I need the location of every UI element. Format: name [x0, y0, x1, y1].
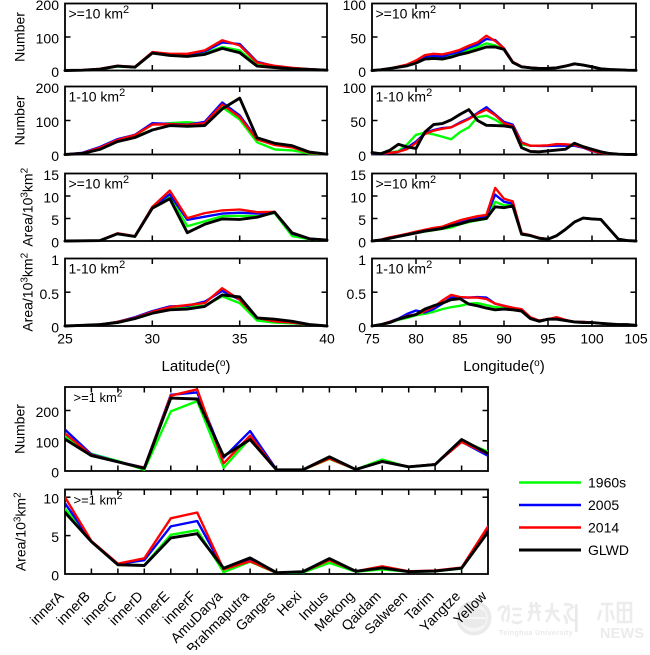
svg-text:95: 95 — [540, 331, 556, 347]
svg-text:>=10 km2: >=10 km2 — [69, 4, 130, 22]
svg-text:40: 40 — [319, 331, 335, 347]
svg-text:0: 0 — [358, 148, 366, 164]
svg-text:1-10 km2: 1-10 km2 — [376, 87, 433, 105]
svg-text:200: 200 — [36, 404, 60, 420]
svg-text:0: 0 — [358, 64, 366, 80]
svg-text:80: 80 — [408, 331, 424, 347]
svg-text:0: 0 — [51, 568, 59, 584]
svg-text:100: 100 — [343, 0, 367, 13]
svg-text:100: 100 — [343, 80, 367, 96]
svg-text:1960s: 1960s — [588, 475, 626, 491]
svg-text:200: 200 — [36, 80, 60, 96]
svg-text:Number: Number — [12, 95, 28, 145]
svg-text:0: 0 — [51, 235, 59, 251]
svg-text:100: 100 — [36, 114, 60, 130]
svg-text:75: 75 — [364, 331, 380, 347]
svg-text:1-10 km2: 1-10 km2 — [69, 87, 126, 105]
svg-text:50: 50 — [350, 114, 366, 130]
svg-text:10: 10 — [43, 491, 59, 507]
svg-text:25: 25 — [57, 331, 73, 347]
svg-text:100: 100 — [36, 31, 60, 47]
svg-text:100: 100 — [580, 331, 604, 347]
svg-text:0: 0 — [51, 148, 59, 164]
svg-text:>=10 km2: >=10 km2 — [69, 174, 130, 192]
svg-text:0.5: 0.5 — [347, 286, 367, 302]
svg-text:200: 200 — [36, 0, 60, 13]
svg-text:0: 0 — [51, 320, 59, 336]
svg-text:>=10 km2: >=10 km2 — [376, 4, 437, 22]
svg-text:0: 0 — [51, 465, 59, 481]
svg-text:15: 15 — [350, 167, 366, 183]
svg-text:85: 85 — [452, 331, 468, 347]
svg-text:15: 15 — [43, 167, 59, 183]
svg-text:35: 35 — [232, 331, 248, 347]
svg-text:5: 5 — [51, 529, 59, 545]
svg-text:1-10 km2: 1-10 km2 — [69, 259, 126, 277]
svg-text:>=10 km2: >=10 km2 — [376, 174, 437, 192]
svg-text:0: 0 — [358, 235, 366, 251]
svg-text:>=1 km2: >=1 km2 — [74, 389, 123, 406]
svg-text:5: 5 — [358, 212, 366, 228]
svg-text:Number: Number — [12, 12, 28, 62]
svg-text:1: 1 — [51, 252, 59, 268]
svg-text:Number: Number — [12, 404, 28, 454]
svg-text:105: 105 — [624, 331, 648, 347]
svg-text:0: 0 — [51, 64, 59, 80]
svg-text:Area/103km2: Area/103km2 — [20, 167, 36, 246]
svg-text:Latitude(o): Latitude(o) — [162, 358, 231, 375]
svg-text:>=1 km2: >=1 km2 — [74, 491, 123, 508]
svg-text:1-10 km2: 1-10 km2 — [376, 259, 433, 277]
svg-text:2014: 2014 — [588, 520, 619, 536]
svg-text:0: 0 — [358, 320, 366, 336]
svg-text:5: 5 — [51, 212, 59, 228]
svg-text:Longitude(o): Longitude(o) — [463, 358, 544, 375]
svg-text:90: 90 — [496, 331, 512, 347]
svg-text:30: 30 — [145, 331, 161, 347]
svg-text:Tsinghua University: Tsinghua University — [499, 630, 573, 637]
svg-text:10: 10 — [350, 190, 366, 206]
svg-text:2005: 2005 — [588, 497, 619, 513]
svg-text:50: 50 — [350, 31, 366, 47]
svg-text:Area/103km2: Area/103km2 — [20, 252, 36, 331]
svg-text:GLWD: GLWD — [588, 542, 629, 558]
svg-text:0.5: 0.5 — [40, 286, 60, 302]
svg-text:100: 100 — [36, 434, 60, 450]
svg-text:10: 10 — [43, 190, 59, 206]
svg-text:Area/103km2: Area/103km2 — [13, 492, 29, 571]
svg-text:1: 1 — [358, 252, 366, 268]
svg-text:NEWS: NEWS — [600, 626, 644, 642]
